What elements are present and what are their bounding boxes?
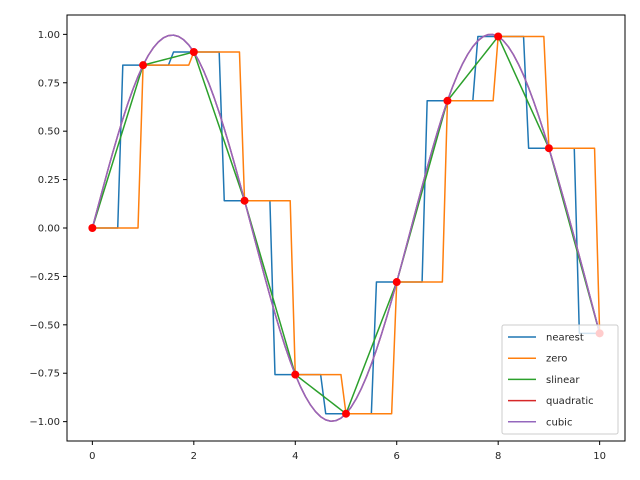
legend-label-slinear: slinear [546, 375, 580, 386]
legend-label-quadratic: quadratic [546, 396, 594, 407]
y-tick-label: 0.25 [38, 175, 60, 186]
legend-label-zero: zero [546, 354, 567, 365]
y-tick-label: −0.75 [29, 369, 60, 380]
y-tick-label: 0.50 [38, 127, 60, 138]
y-tick-label: −1.00 [29, 417, 60, 428]
y-tick-label: 1.00 [38, 30, 60, 41]
sample-point [342, 409, 350, 418]
x-tick-label: 0 [89, 451, 95, 462]
y-tick-label: −0.25 [29, 272, 60, 283]
sample-point [494, 32, 503, 41]
x-tick-label: 6 [394, 451, 400, 462]
y-tick-label: −0.50 [29, 320, 60, 331]
plot-area [88, 32, 604, 422]
legend-label-nearest: nearest [546, 333, 584, 344]
x-tick-label: 10 [593, 451, 606, 462]
sample-point [240, 196, 249, 205]
x-tick-label: 4 [292, 451, 298, 462]
y-tick-label: 0.75 [38, 78, 60, 89]
sample-points [88, 32, 604, 418]
y-axis: 1.00 0.75 0.50 0.25 0.00 −0.25 −0.50 −0.75 −1.00 [29, 30, 67, 428]
legend-label-cubic: cubic [546, 417, 572, 428]
y-tick-label: 0.00 [38, 224, 60, 235]
x-tick-label: 8 [495, 451, 501, 462]
legend: nearest zero slinear quadratic cubic [501, 324, 619, 435]
sample-point [443, 96, 452, 105]
sample-point [189, 47, 198, 56]
x-axis: 0 2 4 6 8 10 [89, 441, 606, 462]
sample-point [544, 144, 553, 153]
x-tick-label: 2 [191, 451, 197, 462]
sample-point [392, 278, 401, 287]
sample-point [291, 370, 300, 379]
sample-point [88, 224, 97, 232]
sample-point [139, 61, 148, 70]
legend-box [501, 324, 619, 435]
